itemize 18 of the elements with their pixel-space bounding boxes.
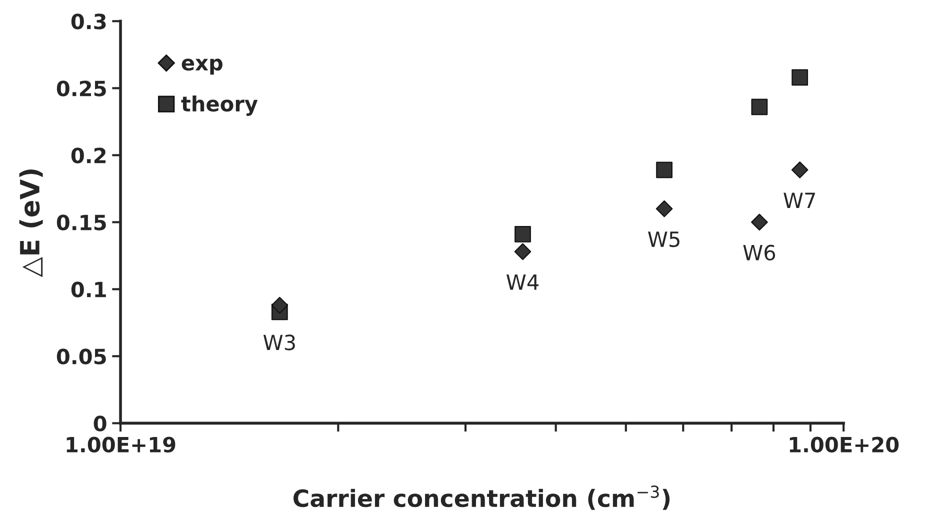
annotation: W5 — [648, 232, 680, 248]
annotation: W4 — [506, 274, 539, 290]
y-tick-label: 0.25 — [56, 80, 106, 96]
legend-label: theory — [181, 95, 258, 116]
x-tick-label: 1.00E+19 — [66, 436, 176, 453]
annotation: W7 — [784, 192, 815, 208]
x-axis-title: Carrier concentration (cm$^{−3}$) — [294, 486, 670, 510]
y-tick-label: 0.3 — [71, 14, 106, 30]
y-tick-label: 0.1 — [71, 282, 106, 298]
y-axis-title: △E (eV) — [19, 169, 43, 278]
y-tick-label: 0.2 — [71, 148, 106, 164]
legend-label: exp — [182, 58, 222, 75]
y-tick-label: 0 — [94, 416, 106, 432]
y-tick-label: 0.15 — [56, 214, 106, 230]
annotation: W6 — [743, 244, 776, 261]
x-tick-label: 1.00E+20 — [790, 436, 899, 453]
y-tick-label: 0.05 — [56, 348, 106, 364]
annotation: W3 — [263, 334, 295, 350]
